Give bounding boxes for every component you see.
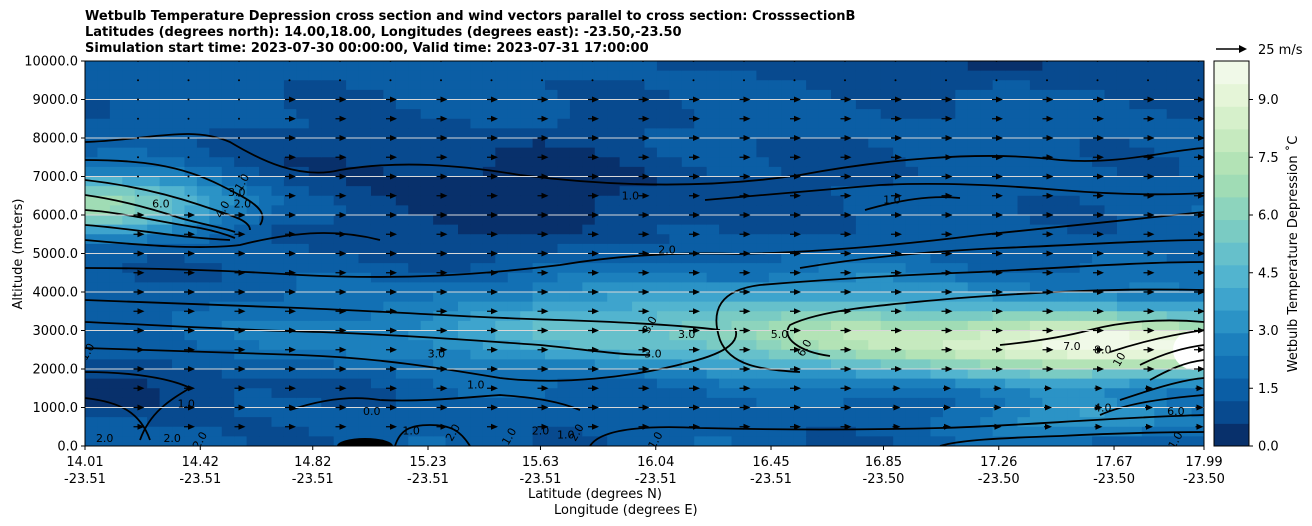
x-axis-label-lon: Longitude (degrees E) xyxy=(554,503,698,518)
x-tick-label-lon: -23.50 xyxy=(978,472,1020,487)
x-axis-label-lat: Latitude (degrees N) xyxy=(528,487,662,502)
contour-label: 10 xyxy=(1110,350,1128,369)
contour-label: 0.0 xyxy=(363,405,381,418)
contour-label: 2.0 xyxy=(96,432,114,445)
y-tick-label: 7000.0 xyxy=(33,170,79,185)
x-tick-label-lat: 16.85 xyxy=(865,455,902,470)
x-tick-label-lon: -23.50 xyxy=(1183,472,1225,487)
contour-label: 1.0 xyxy=(557,428,575,441)
x-tick-label-lon: -23.51 xyxy=(520,472,562,487)
chart-title-line3: Simulation start time: 2023-07-30 00:00:… xyxy=(85,41,649,56)
contour-label: 2.0 xyxy=(658,244,676,257)
x-tick-label-lat: 17.26 xyxy=(980,455,1017,470)
x-tick-label-lat: 14.42 xyxy=(182,455,219,470)
contour-label: 1.0 xyxy=(883,193,901,206)
contour-label: 3.0 xyxy=(228,186,246,199)
contour-label: 2.0 xyxy=(532,424,550,437)
y-tick-label: 2000.0 xyxy=(33,363,79,378)
y-axis: 0.0 1000.0 2000.0 3000.0 4000.0 5000.0 6000.0 7… xyxy=(24,55,85,455)
contour-label: 3.0 xyxy=(428,347,446,360)
contour-label: 7.0 xyxy=(1063,340,1081,353)
x-tick-label-lat: 16.45 xyxy=(752,455,789,470)
contour-lines xyxy=(85,133,1204,446)
colorbar-tick-label: 4.5 xyxy=(1258,266,1279,281)
y-tick-label: 10000.0 xyxy=(24,55,78,70)
contour-label: 3.0 xyxy=(644,347,662,360)
colorbar-tick-label: 1.5 xyxy=(1258,382,1279,397)
colorbar-tick-label: 7.5 xyxy=(1258,151,1279,166)
colorbar-ticks: 0.0 1.5 3.0 4.5 6.0 7.5 9.0 xyxy=(1249,93,1279,455)
x-tick-label-lon: -23.51 xyxy=(292,472,334,487)
x-tick-label-lon: -23.50 xyxy=(1093,472,1135,487)
colorbar-frame xyxy=(1213,60,1250,447)
y-tick-label: 6000.0 xyxy=(33,209,79,224)
x-tick-label-lon: -23.50 xyxy=(863,472,905,487)
contour-label: 8.0 xyxy=(1094,344,1112,357)
y-tick-label: 8000.0 xyxy=(33,132,79,147)
y-tick-label: 5000.0 xyxy=(33,247,79,262)
contour-label: 6.0 xyxy=(1167,405,1185,418)
colorbar-tick-label: 6.0 xyxy=(1258,209,1279,224)
x-tick-label-lat: 17.67 xyxy=(1095,455,1132,470)
y-tick-label: 1000.0 xyxy=(33,401,79,416)
wind-vectors xyxy=(133,61,1204,430)
y-tick-label: 4000.0 xyxy=(33,286,79,301)
colorbar-tick-label: 0.0 xyxy=(1258,440,1279,455)
contour-label: 1.0 xyxy=(467,378,485,391)
x-tick-label-lat: 15.63 xyxy=(522,455,559,470)
colorbar-tick-label: 3.0 xyxy=(1258,324,1279,339)
y-tick-label: 3000.0 xyxy=(33,324,79,339)
x-tick-label-lat: 14.01 xyxy=(66,455,103,470)
contour-label: 1.0 xyxy=(177,398,195,411)
contour-label: 2.0 xyxy=(163,432,181,445)
contour-label: 5.0 xyxy=(771,328,789,341)
contour-label: 6.0 xyxy=(152,197,170,210)
colorbar-tick-label: 9.0 xyxy=(1258,93,1279,108)
x-tick-label-lat: 16.04 xyxy=(637,455,674,470)
x-tick-label-lon: -23.51 xyxy=(407,472,449,487)
y-axis-label: Altitude (meters) xyxy=(11,199,26,310)
contour-label: 1.0 xyxy=(622,190,640,203)
contour-label: 4.0 xyxy=(1094,401,1112,414)
contour-label: 2.0 xyxy=(234,197,252,210)
x-tick-label-lon: -23.51 xyxy=(635,472,677,487)
x-axis: 14.01 -23.51 14.42 -23.51 14.82 -23.51 15.23 -2… xyxy=(64,446,1225,487)
contour-label: 1.0 xyxy=(402,424,420,437)
quiver-key-arrowhead xyxy=(1239,45,1247,53)
x-tick-label-lat: 17.99 xyxy=(1185,455,1222,470)
x-tick-label-lon: -23.51 xyxy=(64,472,106,487)
chart-title-line2: Latitudes (degrees north): 14.00,18.00, … xyxy=(85,25,682,40)
x-tick-label-lon: -23.51 xyxy=(179,472,221,487)
y-tick-label: 0.0 xyxy=(57,440,78,455)
colorbar xyxy=(1214,61,1249,447)
x-tick-label-lon: -23.51 xyxy=(750,472,792,487)
chart-title-line1: Wetbulb Temperature Depression cross sec… xyxy=(85,9,856,24)
colorbar-label: Wetbulb Temperature Depression ˚C xyxy=(1285,136,1301,373)
x-tick-label-lat: 15.23 xyxy=(409,455,446,470)
contour-label: 3.0 xyxy=(678,328,696,341)
quiver-key-label: 25 m/s xyxy=(1258,43,1303,58)
y-tick-label: 9000.0 xyxy=(33,93,79,108)
x-tick-label-lat: 14.82 xyxy=(294,455,331,470)
